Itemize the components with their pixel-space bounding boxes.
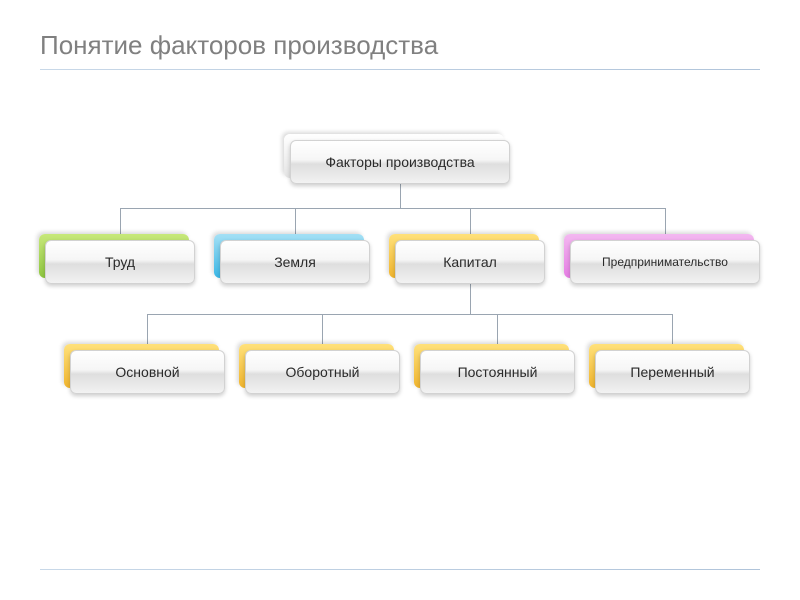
node-l2-0-label: Основной <box>70 350 225 394</box>
node-root-label: Факторы производства <box>290 140 510 184</box>
node-l1-2-label: Капитал <box>395 240 545 284</box>
connector <box>295 208 296 234</box>
bottom-underline <box>40 569 760 570</box>
connector <box>120 208 665 209</box>
connector <box>147 314 148 344</box>
connector <box>497 314 498 344</box>
hierarchy-diagram: Факторы производства Труд Земля Капитал Пред… <box>40 140 760 500</box>
connector <box>665 208 666 234</box>
page-title: Понятие факторов производства <box>40 30 760 61</box>
node-l2-3: Переменный <box>595 350 750 394</box>
title-underline <box>40 69 760 70</box>
node-l1-1-label: Земля <box>220 240 370 284</box>
node-l1-0: Труд <box>45 240 195 284</box>
connector <box>322 314 323 344</box>
connector <box>400 184 401 208</box>
node-l2-3-label: Переменный <box>595 350 750 394</box>
node-l2-2: Постоянный <box>420 350 575 394</box>
node-l1-3-label: Предпринимательство <box>570 240 760 284</box>
node-l2-1: Оборотный <box>245 350 400 394</box>
node-l1-3: Предпринимательство <box>570 240 760 284</box>
node-l2-1-label: Оборотный <box>245 350 400 394</box>
connector <box>470 208 471 234</box>
node-root: Факторы производства <box>290 140 510 184</box>
node-l1-1: Земля <box>220 240 370 284</box>
node-l1-2: Капитал <box>395 240 545 284</box>
node-l1-0-label: Труд <box>45 240 195 284</box>
node-l2-2-label: Постоянный <box>420 350 575 394</box>
connector <box>120 208 121 234</box>
connector <box>672 314 673 344</box>
connector <box>147 314 672 315</box>
node-l2-0: Основной <box>70 350 225 394</box>
connector <box>470 284 471 314</box>
